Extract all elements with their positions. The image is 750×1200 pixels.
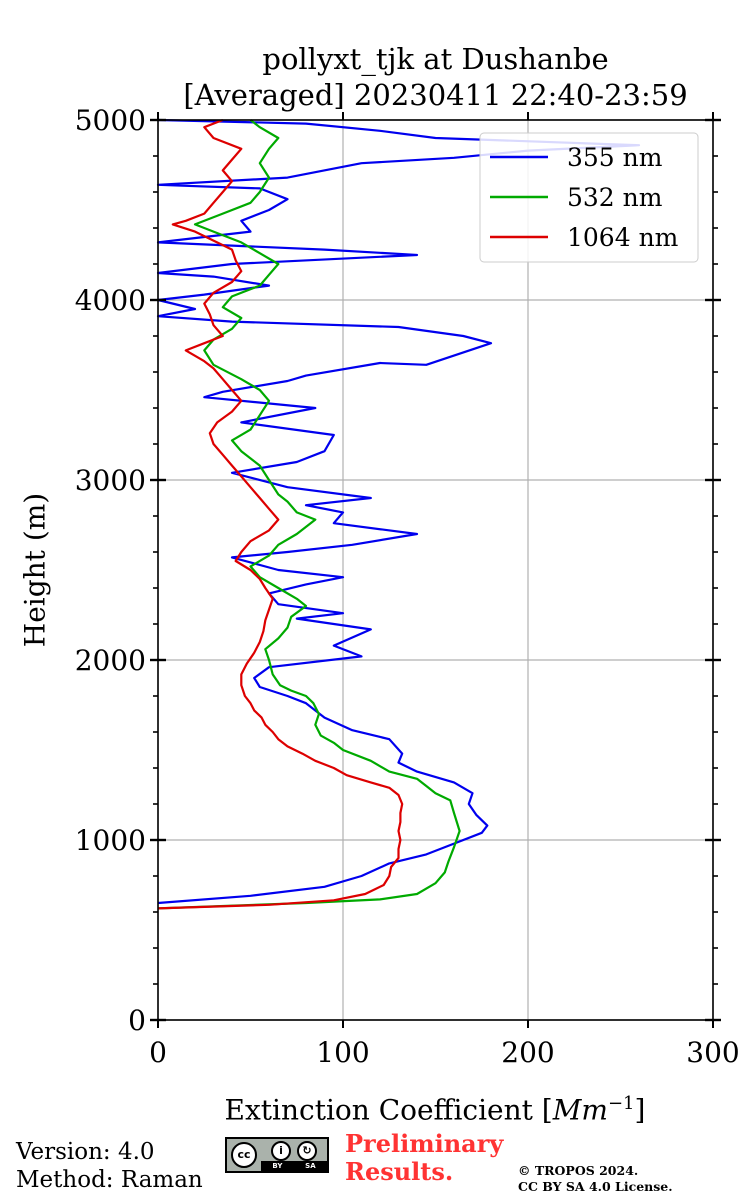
y-tick-label-3: 3000 [75, 464, 146, 497]
x-axis-label-text: Extinction Coefficient [ [224, 1093, 553, 1127]
copyright-line-2: CC BY SA 4.0 License. [518, 1179, 673, 1194]
legend-label-2: 1064 nm [567, 223, 679, 252]
series-line-355-nm [156, 118, 641, 905]
cc-by-icon: i [271, 1141, 291, 1161]
footer-meta: Version: 4.0 Method: Raman [16, 1138, 203, 1194]
legend-label-0: 355 nm [567, 143, 663, 172]
legend-box [479, 132, 699, 263]
cc-license-badge: cc i ↻ BY SA [225, 1137, 329, 1173]
series-line-532-nm [157, 119, 461, 910]
y-tick-label-0: 0 [128, 1004, 146, 1037]
chart-title-line-2: [Averaged] 20230411 22:40-23:59 [183, 78, 688, 112]
version-text: Version: 4.0 [16, 1139, 155, 1165]
legend-label-1: 532 nm [567, 183, 663, 212]
x-tick-label-0: 0 [149, 1036, 167, 1069]
preliminary-notice: Preliminary Results. [345, 1130, 503, 1186]
x-tick-label-2: 200 [501, 1036, 554, 1069]
legend: 355 nm 532 nm 1064 nm [479, 132, 699, 263]
cc-strip: BY SA [261, 1161, 327, 1171]
x-axis-label-exponent: −1 [607, 1093, 635, 1114]
preliminary-line-2: Results. [345, 1157, 454, 1186]
y-axis-label: Height (m) [18, 492, 52, 648]
copyright-notice: © TROPOS 2024. CC BY SA 4.0 License. [518, 1163, 673, 1195]
y-tick-label-4: 4000 [75, 284, 146, 317]
y-tick-label-1: 1000 [75, 824, 146, 857]
chart-title-line-1: pollyxt_tjk at Dushanbe [262, 42, 609, 76]
y-tick-label-2: 2000 [75, 644, 146, 677]
plot-frame [157, 119, 714, 1021]
cc-by-label: BY [272, 1162, 283, 1170]
y-tick-label-5: 5000 [75, 104, 146, 137]
cc-sa-icon: ↻ [297, 1141, 317, 1161]
cc-sa-label: SA [305, 1162, 316, 1170]
copyright-line-1: © TROPOS 2024. [518, 1163, 639, 1178]
x-axis-label-close: ] [634, 1093, 646, 1127]
cc-icon: cc [231, 1142, 257, 1168]
x-axis-label: Extinction Coefficient [Mm−1] [225, 1093, 646, 1126]
method-text: Method: Raman [16, 1167, 203, 1193]
series-line-1064-nm [157, 118, 404, 910]
preliminary-line-1: Preliminary [345, 1129, 504, 1158]
series-lines [156, 118, 641, 910]
x-tick-label-1: 100 [316, 1036, 369, 1069]
x-axis-label-unit: Mm [552, 1093, 608, 1127]
x-tick-label-3: 300 [686, 1036, 739, 1069]
